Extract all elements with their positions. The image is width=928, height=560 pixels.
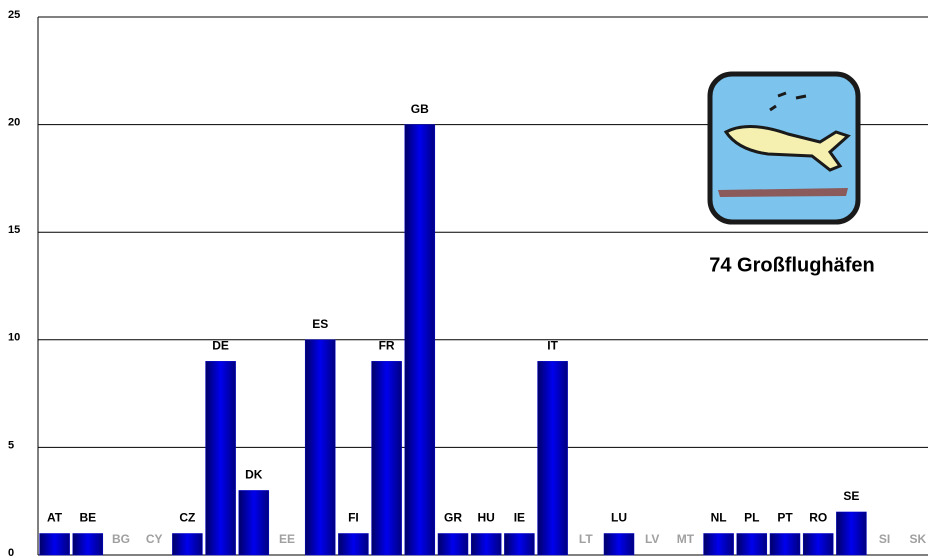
- category-label: SK: [909, 532, 926, 546]
- category-label: LV: [645, 532, 659, 546]
- category-label: DE: [212, 338, 229, 352]
- bar: [371, 361, 402, 556]
- bar: [603, 533, 635, 556]
- category-label: IE: [514, 511, 525, 525]
- bar: [304, 339, 336, 556]
- category-label: CY: [146, 532, 163, 546]
- category-label: RO: [809, 511, 827, 525]
- bar: [836, 511, 867, 556]
- bar: [238, 490, 270, 556]
- bar: [802, 533, 834, 556]
- category-label: CZ: [179, 511, 195, 525]
- category-label: BG: [112, 532, 130, 546]
- bar: [769, 533, 801, 556]
- category-label: MT: [677, 532, 695, 546]
- category-label: SE: [843, 489, 859, 503]
- bar: [703, 533, 734, 556]
- category-label: PL: [744, 511, 759, 525]
- category-label: NL: [711, 511, 727, 525]
- category-label: FI: [348, 511, 359, 525]
- category-label: GB: [411, 102, 429, 116]
- y-tick-label: 5: [8, 439, 14, 451]
- bars: AT BE BG CY CZ DE DK EE ES FI FR GB GR HU IE IT LT LU LV MT…: [39, 102, 926, 556]
- category-label: ES: [312, 317, 328, 331]
- y-tick-label: 25: [8, 9, 20, 21]
- category-label: BE: [79, 511, 96, 525]
- bar: [537, 361, 568, 556]
- annotation: 74 Großflughäfen: [709, 254, 875, 276]
- y-tick-label: 0: [8, 547, 14, 559]
- bar: [172, 533, 203, 556]
- grid: 0 5 10 15 20 25: [8, 9, 928, 559]
- category-label: PT: [777, 511, 793, 525]
- bar: [205, 361, 236, 556]
- y-tick-label: 10: [8, 332, 20, 344]
- category-label: DK: [245, 468, 263, 482]
- category-label: IT: [547, 338, 558, 352]
- y-tick-label: 20: [8, 117, 20, 129]
- bar: [404, 124, 436, 556]
- category-label: FR: [379, 338, 395, 352]
- bar: [470, 533, 502, 556]
- bar: [39, 533, 70, 556]
- category-label: HU: [478, 511, 495, 525]
- bar: [338, 533, 369, 556]
- category-label: GR: [444, 511, 462, 525]
- bar: [736, 533, 768, 556]
- bar: [437, 533, 469, 556]
- bar: [72, 533, 104, 556]
- y-tick-label: 15: [8, 224, 20, 236]
- category-label: LU: [611, 511, 627, 525]
- category-label: AT: [47, 511, 63, 525]
- category-label: EE: [279, 532, 295, 546]
- bar: [504, 533, 535, 556]
- category-label: SI: [879, 532, 890, 546]
- airplane-icon: [707, 71, 861, 225]
- category-label: LT: [579, 532, 593, 546]
